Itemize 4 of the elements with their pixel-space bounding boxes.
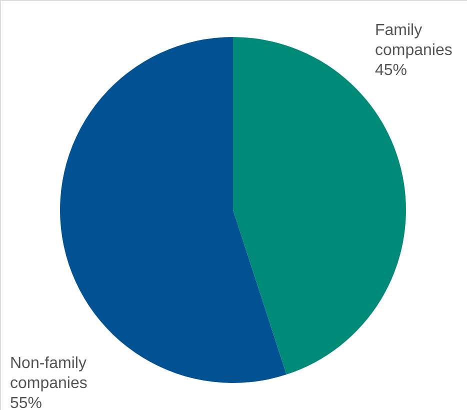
slice-label: Family companies: [375, 22, 452, 59]
data-label: 45%: [375, 62, 408, 79]
data-label: 55%: [10, 395, 42, 410]
slice-label: Non-family companies: [10, 355, 88, 392]
